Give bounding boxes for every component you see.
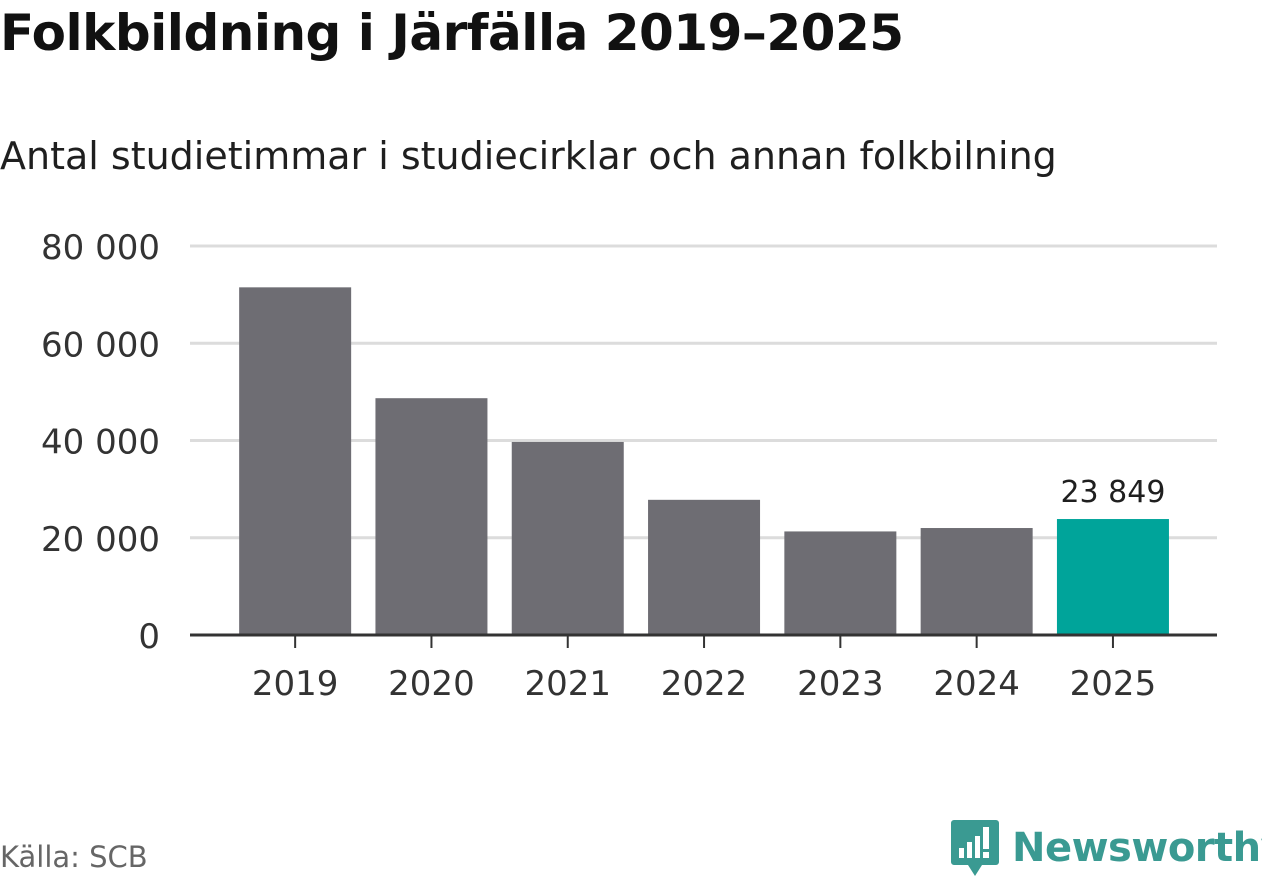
bar	[511, 441, 624, 635]
x-tick-label: 2019	[252, 664, 339, 704]
brand-name: Newsworthy	[1012, 825, 1262, 871]
newsworthy-logo-icon	[951, 820, 999, 876]
bar	[375, 398, 488, 635]
bar	[648, 499, 761, 635]
bar	[1056, 519, 1169, 635]
x-tick-label: 2020	[388, 664, 475, 704]
bar	[920, 528, 1033, 635]
x-tick-label: 2024	[933, 664, 1020, 704]
y-tick-label: 80 000	[41, 228, 160, 268]
x-tick-label: 2023	[797, 664, 884, 704]
x-tick-label: 2022	[661, 664, 748, 704]
x-tick-label: 2021	[524, 664, 611, 704]
y-tick-label: 60 000	[41, 325, 160, 365]
source-note: Källa: SCB	[0, 840, 148, 874]
y-tick-label: 20 000	[41, 520, 160, 560]
chart-subtitle: Antal studietimmar i studiecirklar och a…	[0, 134, 1057, 178]
data-label: 23 849	[1060, 475, 1165, 510]
bar	[239, 287, 352, 635]
bar	[784, 531, 897, 635]
chart-title: Folkbildning i Järfälla 2019–2025	[0, 4, 904, 62]
y-tick-label: 0	[138, 617, 160, 657]
x-tick-label: 2025	[1070, 664, 1157, 704]
y-tick-label: 40 000	[41, 423, 160, 463]
brand-logo: Newsworthy	[950, 818, 1262, 878]
